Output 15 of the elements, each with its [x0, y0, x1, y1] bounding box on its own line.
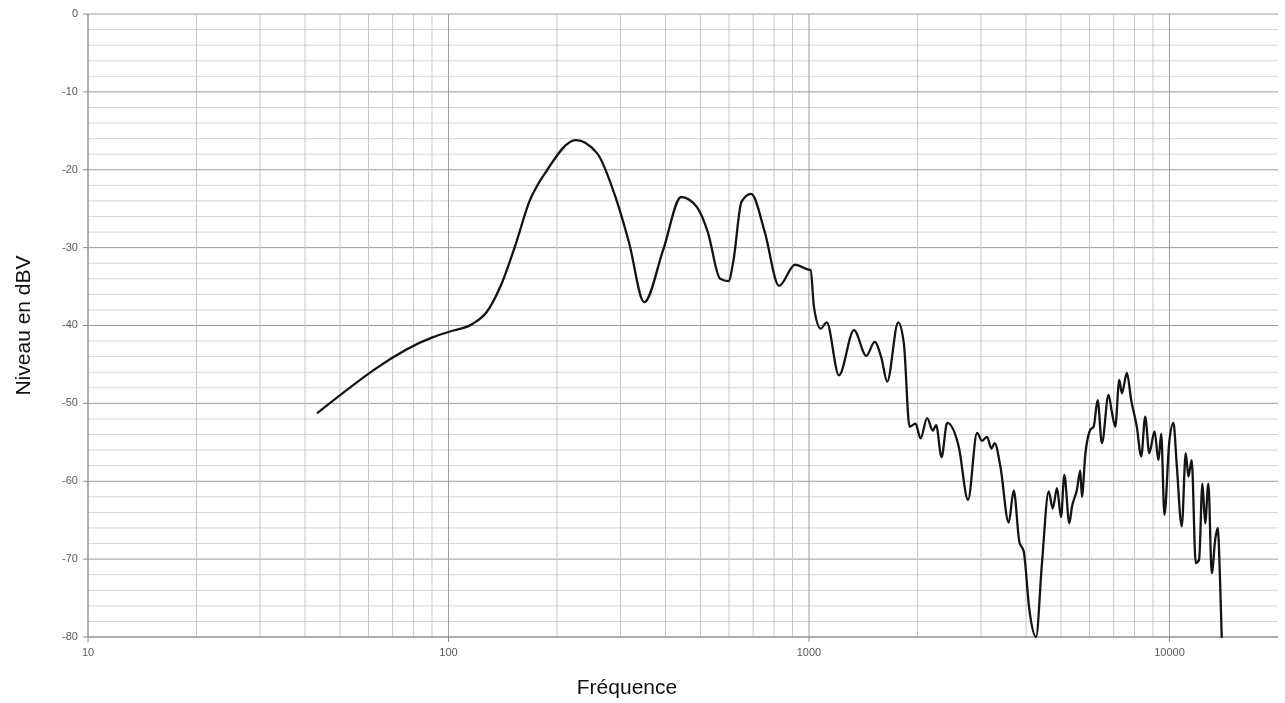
- y-tick-label: -30: [62, 240, 78, 253]
- x-tick-label: 100: [439, 646, 458, 658]
- y-axis-title: Niveau en dBV: [11, 255, 34, 396]
- y-tick-label: 0: [71, 6, 78, 19]
- y-tick-label: -70: [62, 552, 78, 565]
- y-tick-label: -80: [62, 629, 78, 642]
- x-tick-label: 1000: [796, 646, 822, 658]
- y-tick-label: -10: [62, 84, 78, 97]
- y-tick-label: -40: [62, 318, 78, 331]
- x-tick-label: 10000: [1154, 646, 1185, 658]
- x-tick-label: 10: [81, 646, 95, 658]
- x-axis-title: Fréquence: [576, 675, 678, 698]
- y-tick-label: -50: [62, 396, 78, 409]
- y-tick-label: -60: [62, 474, 78, 487]
- y-tick-label: -20: [62, 162, 78, 175]
